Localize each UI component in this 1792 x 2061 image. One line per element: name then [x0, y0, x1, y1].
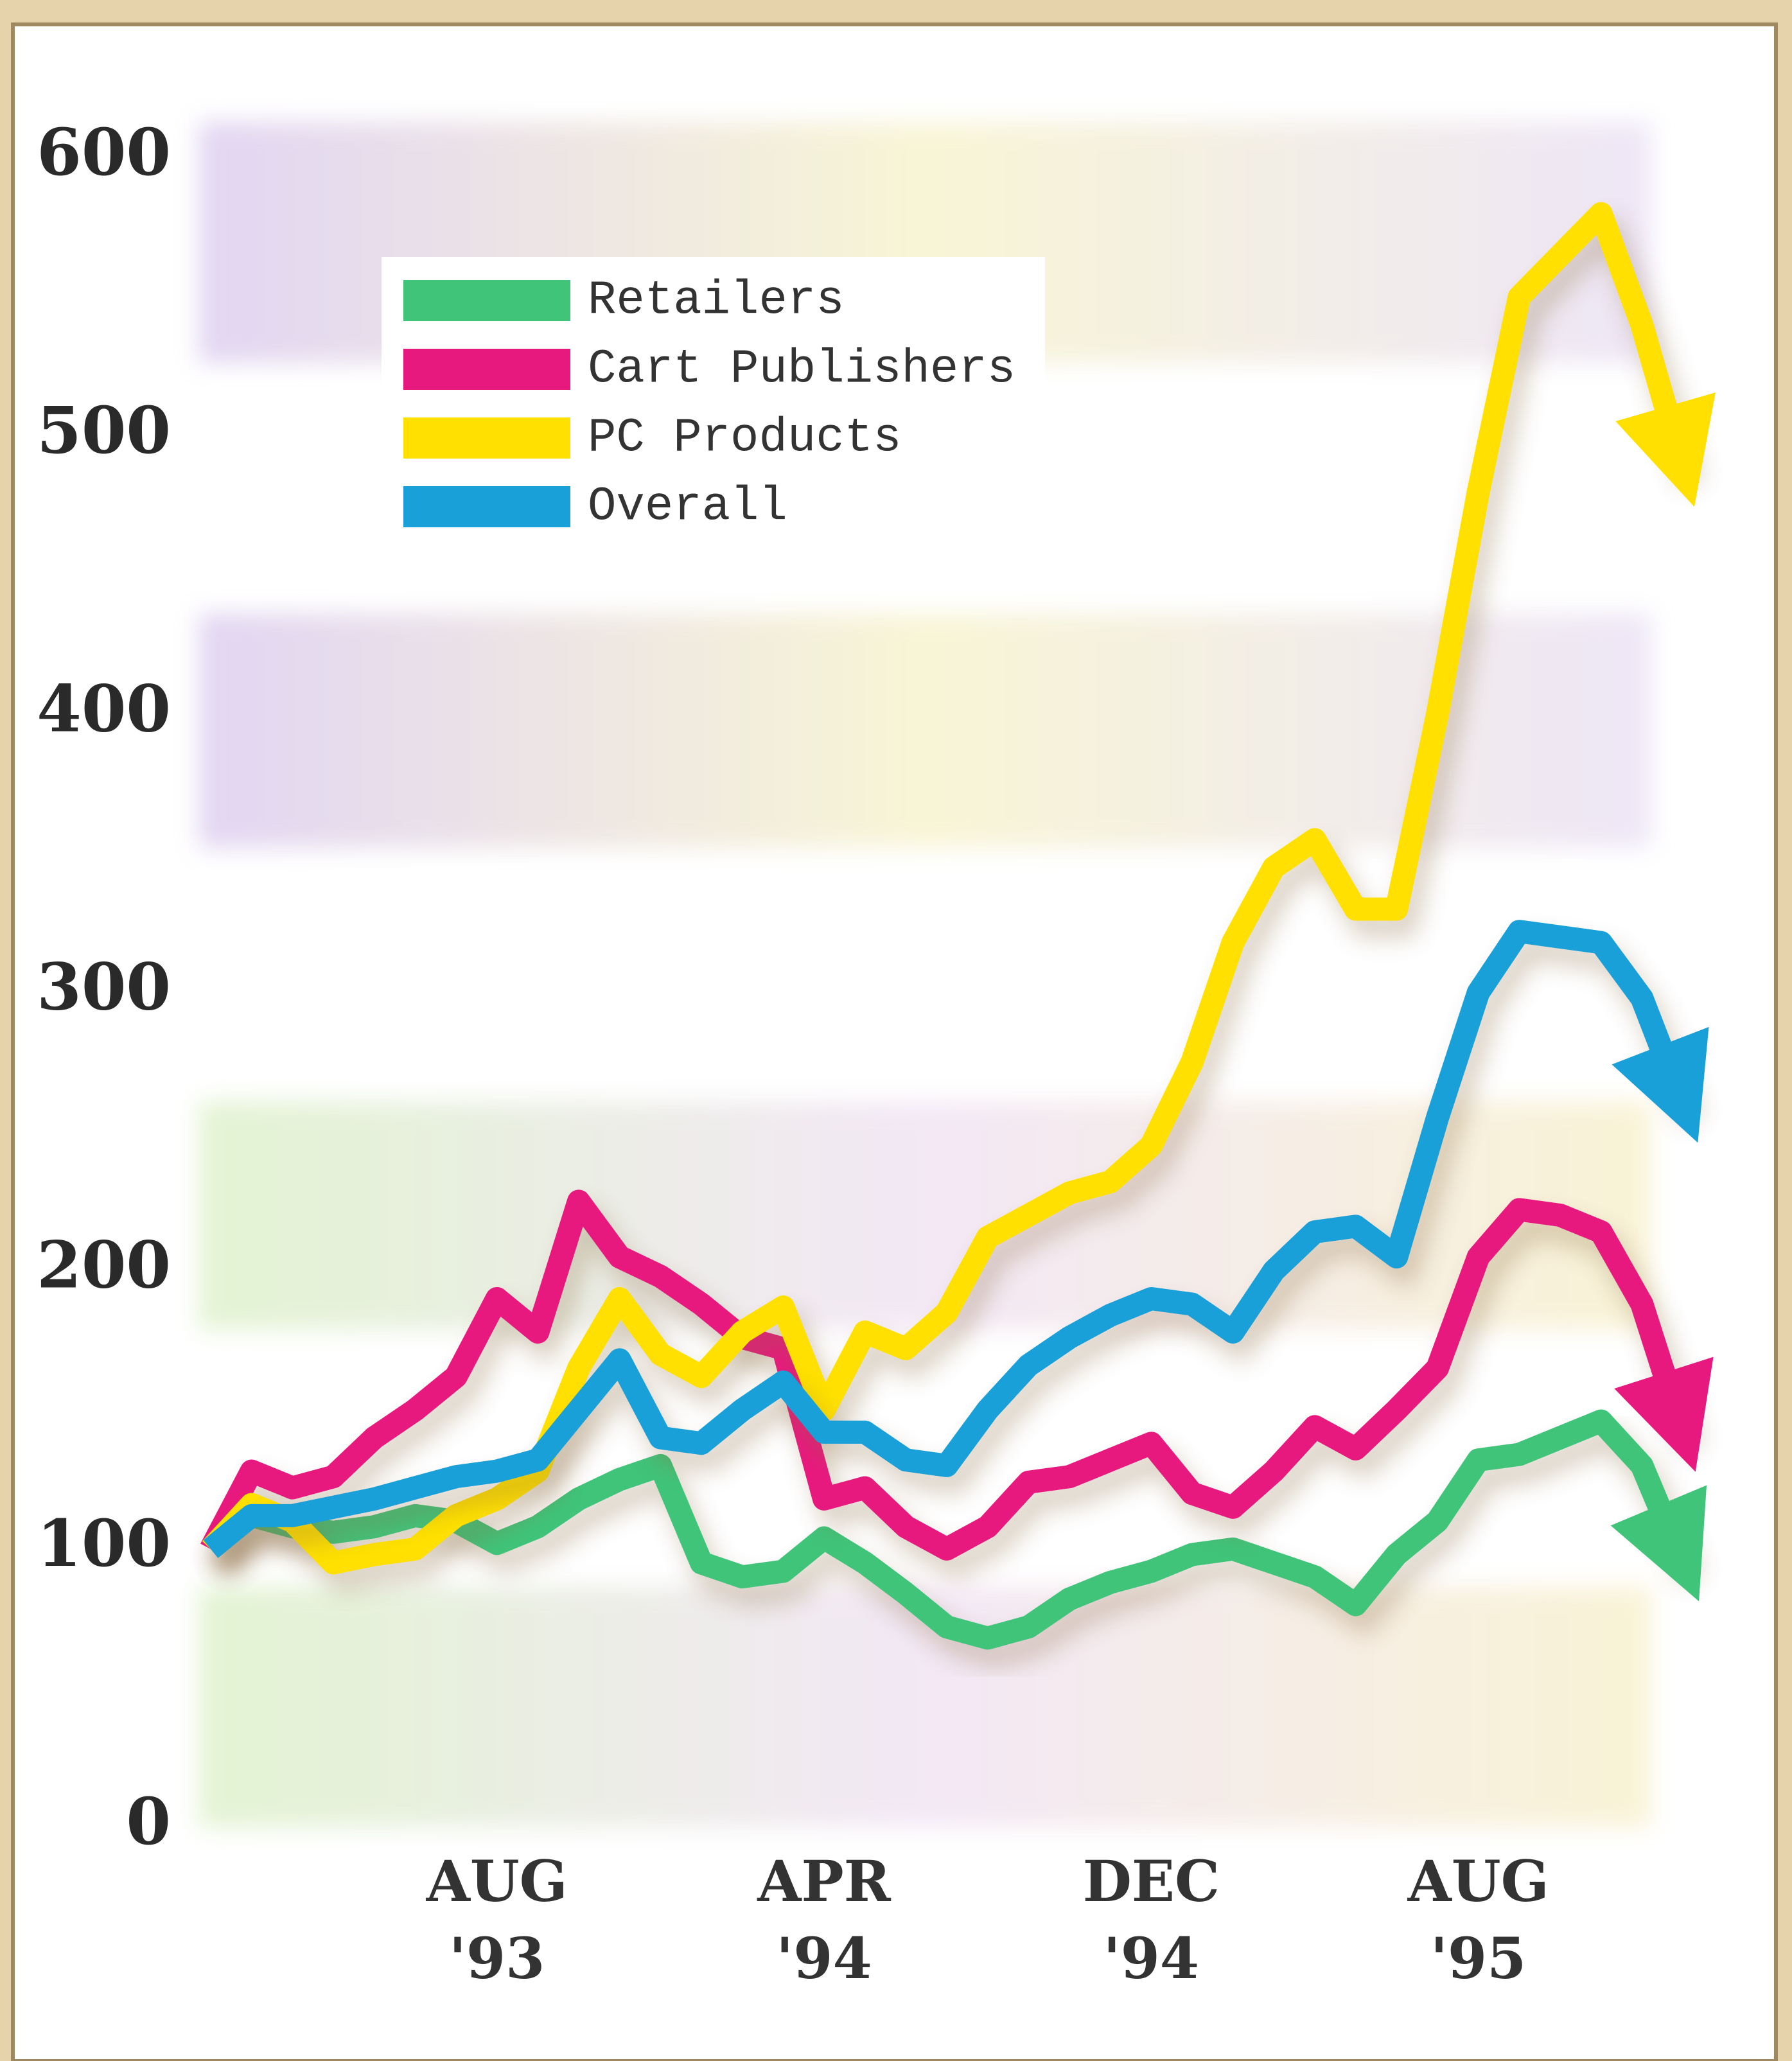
legend-label: Overall: [588, 480, 787, 534]
legend-label: Cart Publishers: [588, 343, 1015, 397]
legend-swatch: [403, 486, 570, 527]
legend-label: Retailers: [588, 274, 845, 328]
y-tick-label: 300: [37, 949, 171, 1024]
y-tick-label: 200: [37, 1227, 171, 1303]
y-tick-label: 400: [37, 671, 171, 746]
y-tick-label: 0: [126, 1784, 171, 1859]
legend-swatch: [403, 280, 570, 321]
y-tick-label: 600: [37, 114, 171, 190]
chart: Retailers Cart Publishers PC Products Overa…: [0, 0, 1792, 2061]
page: {"chart_data": {"type": "line", "categor…: [0, 0, 1792, 2061]
legend: Retailers Cart Publishers PC Products Overa…: [382, 257, 1045, 546]
legend-swatch: [403, 417, 570, 459]
y-tick-label: 100: [37, 1505, 171, 1581]
legend-label: PC Products: [588, 412, 901, 466]
y-tick-label: 500: [37, 392, 171, 468]
legend-swatch: [403, 349, 570, 390]
